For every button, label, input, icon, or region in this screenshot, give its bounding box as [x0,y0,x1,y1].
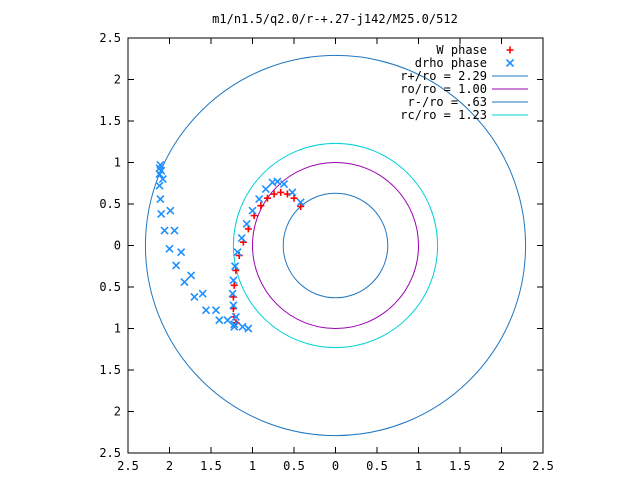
x-tick-label: 1.5 [200,459,222,473]
data-point [231,262,240,271]
data-point [242,219,251,228]
x-tick-label: 1 [249,459,256,473]
y-tick-label: 2.5 [99,31,121,45]
data-point [160,226,169,235]
data-point [228,289,237,298]
legend-marker [505,58,515,68]
data-point [155,181,164,190]
reference-circles [144,54,527,437]
x-tick-label: 0 [332,459,339,473]
data-point [230,322,239,331]
legend-label: r+/ro = 2.29 [400,69,487,83]
data-point [158,175,167,184]
data-point [288,188,297,197]
data-point [230,281,238,289]
y-tick-label: 0.5 [99,197,121,211]
data-point [157,209,166,219]
legend-marker [506,46,514,54]
x-tick-label: 0.5 [366,459,388,473]
data-point [270,190,278,198]
data-points [155,160,305,333]
data-point [223,316,232,325]
data-point [157,166,166,175]
legend-label: rc/ro = 1.23 [400,108,487,122]
data-point [187,271,196,280]
data-point [261,184,270,194]
data-point [230,320,239,329]
data-point [277,188,285,196]
y-tick-label: 1 [114,156,121,170]
data-point [177,248,186,257]
series-drho-phase [155,160,305,333]
legend-label: W phase [436,43,487,57]
data-point [255,194,264,204]
circle-ro [252,162,419,329]
x-tick-label: 2 [498,459,505,473]
data-point [172,261,181,270]
circle-r [282,192,389,299]
x-tick-label: 2.5 [532,459,554,473]
data-point [165,244,174,253]
x-tick-label: 0.5 [283,459,305,473]
y-tick-label: 2 [114,73,121,87]
x-tick-label: 1 [415,459,422,473]
data-point [248,206,257,215]
data-point [198,289,207,298]
data-point [229,301,238,310]
legend-label: ro/ro = 1.00 [400,82,487,96]
legend-label: drho phase [415,56,487,70]
circle-rc [232,142,439,349]
y-tick-label: 1.5 [99,363,121,377]
data-point [166,206,175,215]
data-point [263,194,271,202]
data-point [180,277,189,287]
y-tick-label: 1.5 [99,114,121,128]
data-point [211,306,221,315]
data-point [297,202,305,210]
data-point [237,233,246,243]
data-point [229,276,238,285]
data-point [268,178,277,187]
y-tick-label: 2 [114,405,121,419]
series-w-phase [229,188,305,327]
x-tick-label: 1.5 [449,459,471,473]
y-tick-label: 0.5 [99,280,121,294]
data-point [296,198,305,207]
circle-r [144,54,527,437]
data-point [290,194,298,202]
data-point [257,202,265,210]
data-point [244,324,253,333]
y-tick-label: 2.5 [99,446,121,460]
y-tick-label: 0 [114,239,121,253]
axis-ticks [127,37,544,454]
data-point [233,248,242,257]
data-point [231,312,240,321]
y-tick-label: 1 [114,322,121,336]
x-axis-tick-labels: 2.5 2 1.5 1 0.5 0 0.5 1 1.5 2 2.5 [117,459,554,473]
x-tick-label: 2 [166,459,173,473]
data-point [190,292,199,302]
data-point [215,316,224,325]
chart-title: m1/n1.5/q2.0/r-+.27-j142/M25.0/512 [212,12,458,26]
data-point [279,180,289,189]
data-point [170,226,179,235]
legend-label: r-/ro = .63 [408,95,487,109]
data-point [156,194,165,204]
x-tick-label: 2.5 [117,459,139,473]
y-axis-tick-labels: 2.5 2 1.5 1 0.5 0 0.5 1 1.5 2 2.5 [99,31,121,460]
data-point [201,306,211,315]
data-point [238,322,247,331]
